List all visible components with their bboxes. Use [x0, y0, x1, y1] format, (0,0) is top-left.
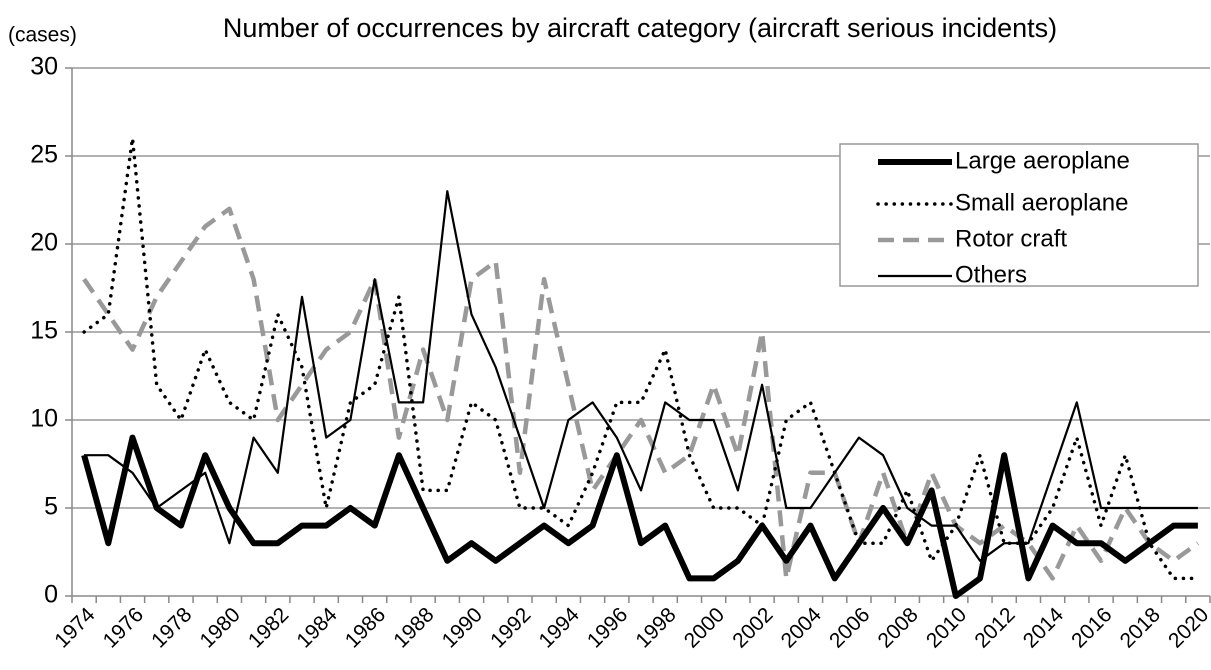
x-tick-label: 2016	[1067, 603, 1116, 652]
y-tick-label: 20	[30, 229, 58, 257]
y-tick-label: 5	[44, 493, 58, 521]
y-axis-label: (cases)	[8, 24, 77, 47]
x-tick-label: 1974	[50, 603, 100, 653]
x-tick-label: 2004	[777, 603, 827, 653]
x-tick-label: 1976	[99, 603, 148, 652]
chart-title: Number of occurrences by aircraft catego…	[223, 13, 1057, 43]
x-tick-label: 1990	[438, 603, 487, 652]
series-line	[82, 206, 1200, 581]
x-tick-label: 1982	[244, 603, 293, 652]
x-tick-label: 1984	[292, 603, 342, 653]
legend-label: Rotor craft	[955, 225, 1067, 252]
x-tick-label: 1992	[486, 603, 535, 652]
x-tick-label: 1996	[583, 603, 632, 652]
x-tick-label: 2020	[1164, 603, 1211, 652]
x-tick-label: 1994	[535, 603, 585, 653]
x-tick-label: 2010	[922, 603, 971, 652]
x-tick-label: 1986	[341, 603, 390, 652]
x-tick-label: 1998	[631, 603, 680, 652]
legend-label: Large aeroplane	[955, 147, 1130, 174]
x-tick-label: 1978	[147, 603, 196, 652]
y-tick-label: 10	[30, 405, 58, 433]
x-tick-label: 1980	[196, 603, 245, 652]
y-tick-label: 30	[30, 53, 58, 81]
x-tick-label: 2014	[1019, 603, 1069, 653]
legend-box	[839, 143, 1199, 287]
legend-label: Others	[955, 261, 1027, 288]
x-tick-label: 2002	[728, 603, 777, 652]
x-tick-label: 1988	[389, 603, 438, 652]
legend-label: Small aeroplane	[955, 189, 1128, 216]
x-tick-label: 2012	[970, 603, 1019, 652]
x-tick-label: 2008	[873, 603, 922, 652]
x-tick-label: 2018	[1116, 603, 1165, 652]
series-line	[84, 190, 1198, 562]
y-tick-label: 15	[30, 317, 58, 345]
x-tick-label: 2006	[825, 603, 874, 652]
y-tick-label: 25	[30, 141, 58, 169]
series-line	[81, 434, 1198, 599]
x-tick-label: 2000	[680, 603, 729, 652]
y-tick-label: 0	[44, 581, 58, 609]
